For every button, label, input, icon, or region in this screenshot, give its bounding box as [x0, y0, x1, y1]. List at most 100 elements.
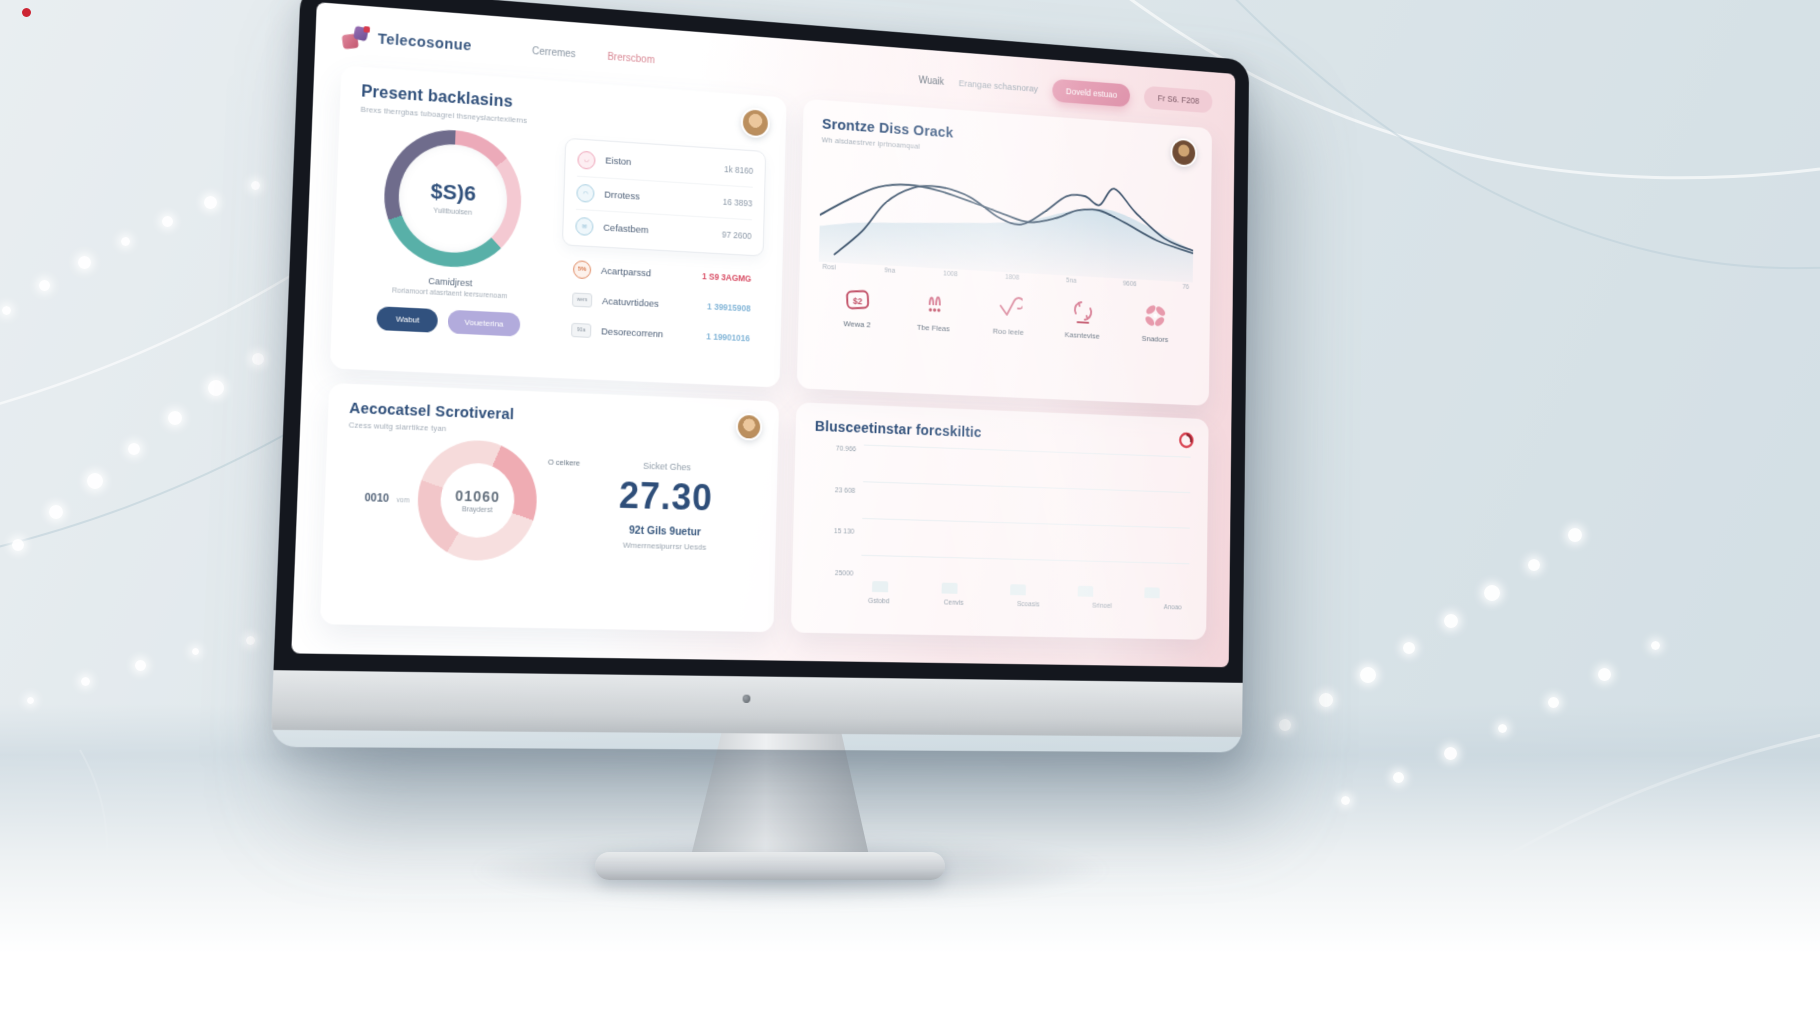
card-body: $S)6 Yulitbuolsen Camidjrest Roriamoort … — [352, 124, 767, 354]
donut-left-value: 0010 vom — [346, 487, 418, 508]
x-axis-label: Anoao — [1163, 604, 1182, 612]
bar-cap — [1144, 587, 1160, 599]
bokeh-dot — [1359, 666, 1376, 683]
app-logo-text: Telecosonue — [377, 31, 472, 55]
monitor-stand-base — [595, 852, 945, 880]
bokeh-dot — [1527, 558, 1540, 571]
gauge-buttons: Wabut Voueterina — [376, 306, 521, 337]
list-item-value: 1 39915908 — [707, 301, 751, 314]
list-item-value: 97 2600 — [721, 229, 752, 242]
mail-circle-icon: ✉ — [575, 216, 594, 237]
metric-icon-pinwheel[interactable]: Snadors — [1126, 300, 1183, 345]
bokeh-dot — [207, 380, 224, 397]
bokeh-dot — [1392, 772, 1404, 784]
gauge-label: Yulitbuolsen — [433, 207, 473, 217]
bokeh-dot — [120, 236, 130, 246]
card-blusceetinstar: Blusceetinstar forcskiltic 70.966 23 608… — [790, 402, 1209, 640]
bokeh-dot — [80, 676, 90, 686]
tag-icon: wers — [571, 292, 593, 308]
metric-icon-label: Kasntevise — [1064, 330, 1100, 341]
bokeh-dot — [1484, 585, 1501, 602]
corner-indicator-dot — [22, 8, 31, 17]
svg-text:$2: $2 — [853, 296, 863, 306]
bokeh-dot — [128, 443, 141, 456]
voueterina-button[interactable]: Voueterina — [447, 309, 521, 337]
y-axis-label: 23 608 — [834, 486, 856, 495]
bokeh-dot — [39, 280, 51, 292]
bokeh-dot — [26, 696, 34, 704]
app-logo-icon — [341, 25, 370, 51]
bokeh-dot — [250, 180, 260, 190]
metric-icon-heart[interactable]: Roo leele — [979, 292, 1038, 338]
list-item-label: Desorecorrenn — [600, 325, 664, 340]
bar-cap — [872, 580, 889, 593]
metric-icon-label: Roo leele — [992, 326, 1024, 337]
bokeh-dot — [1319, 693, 1334, 708]
metric-icon-fleas[interactable]: Tbe Fleas — [903, 288, 963, 334]
metric-icon-wewa[interactable]: $2 Wewa 2 — [827, 284, 888, 330]
tag-icon: 90a — [571, 322, 592, 338]
header-link-erangae[interactable]: Erangae schasnoray — [958, 77, 1039, 95]
bokeh-dot — [167, 411, 182, 426]
x-axis-label: Rosi — [822, 263, 836, 272]
bar-chart: 70.966 23 608 15 130 25000 Gstobd — [811, 443, 1191, 612]
bokeh-dot — [134, 659, 146, 671]
bokeh-dot — [86, 472, 103, 489]
bar-plot-column: Gstobd Cenvis Scoasis Srinoel Anoao — [860, 444, 1191, 612]
bokeh-dot — [251, 352, 264, 365]
bokeh-dot — [1443, 614, 1458, 629]
bar-cap — [1077, 585, 1094, 597]
target-icon[interactable] — [1177, 430, 1195, 450]
list-item-label: Eiston — [605, 155, 632, 169]
bokeh-dot — [12, 539, 24, 551]
smile-circle-icon: ◡ — [577, 150, 596, 170]
metric-icon-label: Tbe Fleas — [916, 322, 950, 334]
app-logo[interactable]: Telecosonue — [341, 25, 472, 59]
list-item-label: Acatuvrtidoes — [601, 295, 660, 310]
metric-sub: Wmerrnesipurrsr Uesds — [622, 540, 707, 552]
list-item-value: 1k 8160 — [724, 163, 754, 176]
dashboard-grid: Present backlasins Brexs therrgbas tuboa… — [320, 65, 1213, 640]
y-axis-label: 25000 — [834, 570, 854, 578]
metric-value: 27.30 — [618, 474, 714, 519]
refresh-arrows-icon — [1069, 297, 1096, 327]
card-body: 0010 vom 01060 Brayderst — [344, 436, 759, 567]
bar-plot — [860, 444, 1191, 599]
list-item-label: Drrotess — [604, 188, 640, 203]
gauge-column: $S)6 Yulitbuolsen Camidjrest Roriamoort … — [352, 124, 549, 344]
gauge-caption: Camidjrest — [428, 275, 473, 289]
donut-gauge: $S)6 Yulitbuolsen — [381, 125, 524, 271]
bokeh-dot — [245, 635, 255, 645]
metric-block: Sicket Ghes 27.30 92t Gils 9uetur Wmerrn… — [578, 459, 759, 554]
main-nav: Cerremes Brerscbom — [532, 46, 655, 66]
header-right: Wuaik Erangae schasnoray Doveld estuao F… — [918, 69, 1213, 114]
x-axis-label: 76 — [1182, 283, 1190, 291]
metric-label: Sicket Ghes — [642, 460, 691, 473]
bokeh-dot — [1403, 642, 1416, 655]
bokeh-dot — [204, 195, 218, 209]
list-item-value: 1 S9 3AGMG — [701, 271, 752, 284]
line-chart — [818, 152, 1194, 283]
metric-icon-label: Snadors — [1141, 334, 1169, 344]
x-axis-label: Gstobd — [867, 597, 890, 606]
primary-action-button[interactable]: Doveld estuao — [1052, 78, 1131, 108]
bokeh-dot — [161, 215, 173, 227]
monitor: Telecosonue Cerremes Brerscbom Wuaik Era… — [270, 0, 1250, 752]
metric-icon-refresh[interactable]: Kasntevise — [1053, 296, 1111, 341]
bokeh-dot — [1548, 696, 1560, 708]
bokeh-dot — [77, 256, 91, 270]
gauge-caption-sub: Roriamoort atasrtaent leersurenoam — [391, 287, 508, 301]
summary-list: ◡ Eiston 1k 8160 ◠ Drrotess 16 3893 — [561, 137, 767, 257]
nav-item-brerscbom[interactable]: Brerscbom — [607, 51, 655, 66]
donut-center-value: 01060 — [454, 486, 501, 505]
card-aecocatsel-scrotiveral: Aecocatsel Scrotiveral Czess wultg siarr… — [320, 382, 780, 633]
header-link-wuaik[interactable]: Wuaik — [918, 74, 945, 88]
wabut-button[interactable]: Wabut — [376, 306, 439, 333]
bokeh-dot — [1444, 747, 1458, 761]
donut-center: 01060 Brayderst — [439, 461, 516, 539]
date-range-button[interactable]: Fr S6. F208 — [1144, 85, 1213, 114]
nav-item-cerremes[interactable]: Cerremes — [531, 45, 576, 60]
y-axis-label: 70.966 — [835, 445, 857, 454]
x-axis-label: Cenvis — [943, 599, 964, 607]
